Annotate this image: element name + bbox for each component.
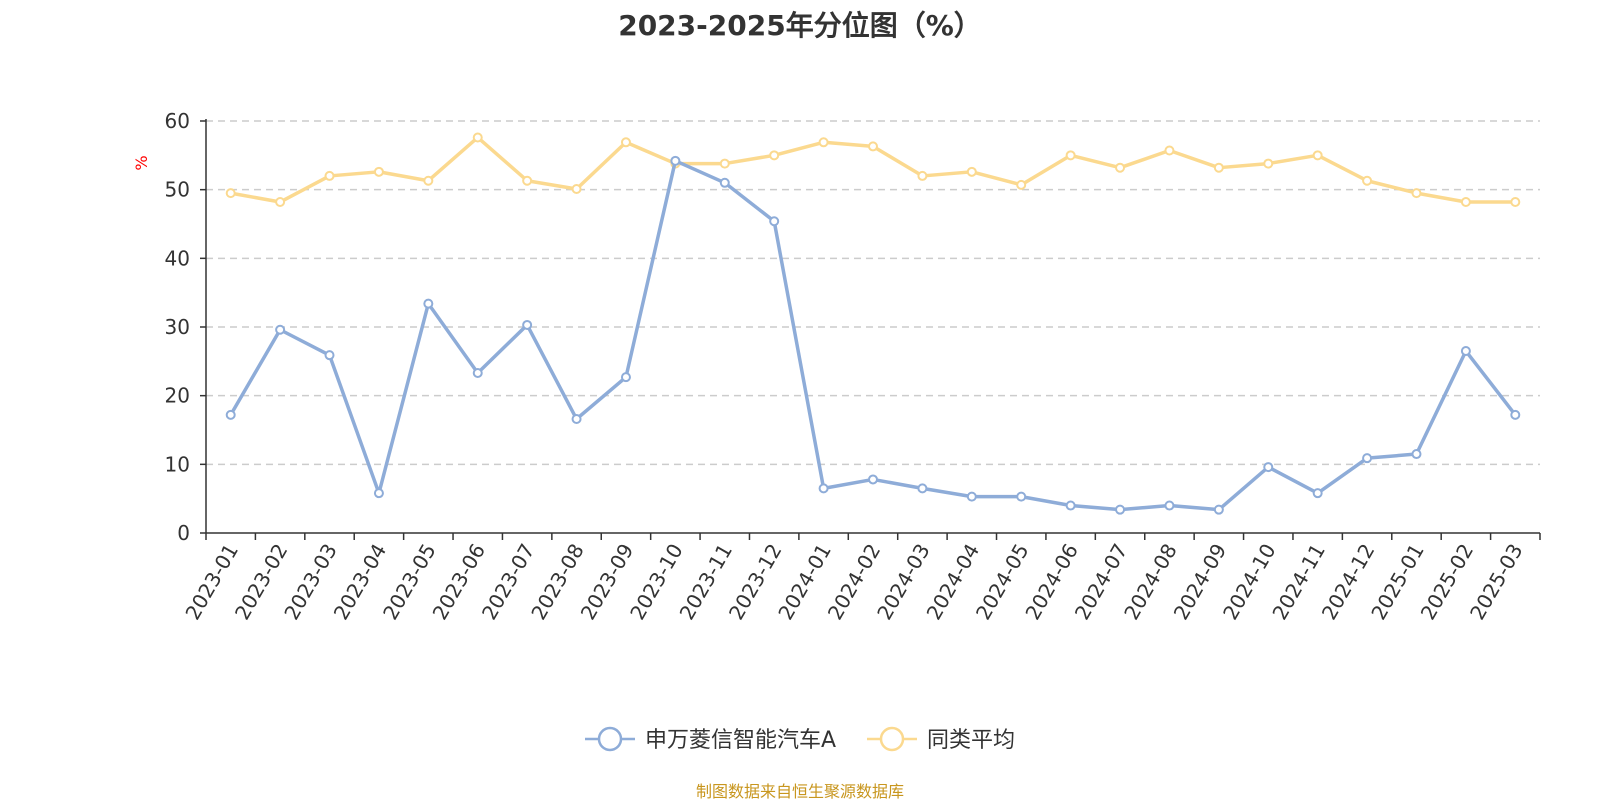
data-point [818,137,829,148]
data-point [472,132,483,143]
y-tick-label: 10 [165,452,190,476]
legend-item[interactable]: 申万菱信智能汽车A [585,726,836,753]
gridlines [206,120,1540,466]
y-tick-label: 20 [165,384,190,408]
legend-label: 申万菱信智能汽车A [645,728,836,753]
legend-item[interactable]: 同类平均 [867,726,1015,753]
data-point [1016,179,1027,190]
data-point [1312,488,1323,499]
data-point [1312,150,1323,161]
data-point [1460,346,1471,357]
data-point [1016,491,1027,502]
data-point [868,141,878,152]
data-point [1213,162,1224,173]
data-point [522,319,533,330]
data-point [1460,197,1471,208]
data-point [1164,500,1175,511]
data-point [225,409,236,420]
series-line [229,159,1517,512]
data-point [1115,162,1126,173]
data-point [1362,175,1373,186]
data-point [769,216,780,227]
data-point [1065,500,1076,511]
data-point [571,183,582,194]
data-point [917,170,928,181]
data-point [917,483,928,494]
data-point [1263,158,1274,169]
data-point [522,175,533,186]
legend-circle-icon [597,726,623,752]
data-point [1411,188,1422,199]
data-point [571,414,582,425]
data-point [1115,504,1126,515]
axes: 01020304050602023-012023-022023-032023-0… [165,109,1541,624]
data-point [1065,150,1076,161]
legend[interactable]: 申万菱信智能汽车A 同类平均 [585,726,1015,753]
data-point [1510,197,1521,208]
data-point [719,177,730,188]
y-tick-label: 30 [165,315,190,339]
data-point [1510,409,1521,420]
data-point [324,350,335,361]
data-point [966,491,977,502]
data-point [1362,453,1373,464]
data-point [966,166,977,177]
data-point [1263,462,1274,473]
data-point [620,137,631,148]
legend-label: 同类平均 [927,728,1015,753]
data-point [769,150,780,161]
data-point [818,483,829,494]
data-point [620,372,631,383]
data-point [275,197,286,208]
data-point [275,324,286,335]
y-tick-label: 0 [177,521,190,545]
data-point [1411,449,1422,460]
data-point [868,474,878,485]
y-tick-label: 40 [165,246,190,270]
data-point [1213,504,1224,515]
data-point [472,368,483,379]
data-source-note: 制图数据来自恒生聚源数据库 [695,782,904,801]
data-point [373,166,384,177]
data-point [1164,145,1175,156]
y-tick-label: 50 [165,178,190,202]
data-point [670,155,681,166]
data-point [719,158,730,169]
data-point [423,298,434,309]
data-point [324,170,335,181]
chart-title: 2023-2025年分位图（%） [618,9,982,42]
series-lines [225,132,1521,515]
y-tick-label: 60 [165,109,190,133]
legend-circle-icon [879,726,905,752]
data-point [373,488,384,499]
data-point [225,188,236,199]
data-point [423,175,434,186]
y-axis-unit-label: % [132,155,151,170]
